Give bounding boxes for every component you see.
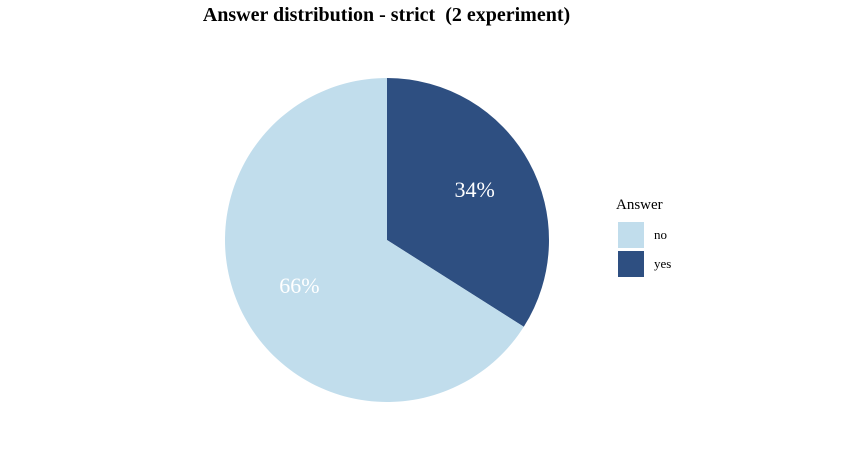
legend-item-no: no bbox=[616, 220, 671, 249]
legend-item-yes: yes bbox=[616, 249, 671, 278]
chart-title: Answer distribution - strict (2 experime… bbox=[202, 4, 571, 26]
slice-label-no: 66% bbox=[279, 273, 319, 298]
legend-title: Answer bbox=[616, 197, 663, 213]
pie-slice-yes bbox=[387, 78, 549, 327]
legend-label-no: no bbox=[654, 226, 667, 242]
legend-swatch-no bbox=[618, 221, 644, 248]
legend-swatch-yes bbox=[618, 250, 644, 277]
pie-slice-no bbox=[224, 78, 524, 403]
slice-label-yes: 34% bbox=[454, 177, 494, 202]
legend-label-yes: yes bbox=[654, 255, 672, 271]
legend: Answer no yes bbox=[616, 197, 671, 278]
